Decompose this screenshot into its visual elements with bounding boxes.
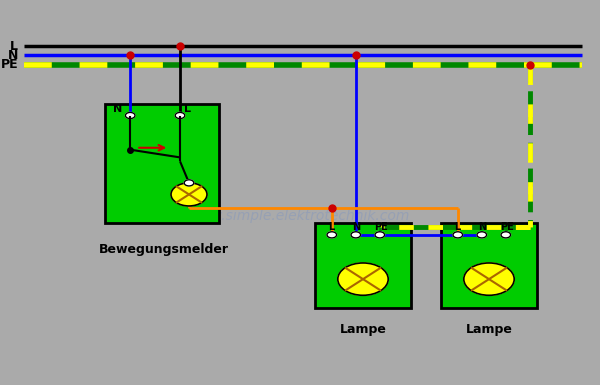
Bar	[315, 223, 411, 308]
Text: PE: PE	[374, 222, 388, 232]
Text: Lampe: Lampe	[466, 323, 512, 336]
Text: L: L	[184, 104, 191, 114]
Circle shape	[184, 180, 194, 186]
Circle shape	[125, 112, 135, 119]
Circle shape	[501, 232, 511, 238]
Text: L: L	[454, 222, 460, 232]
Text: L: L	[10, 40, 18, 53]
Text: L: L	[328, 222, 334, 232]
Circle shape	[175, 112, 185, 119]
Text: Bewegungsmelder: Bewegungsmelder	[99, 243, 229, 256]
Circle shape	[171, 183, 207, 206]
Text: www.simple.elektrotechnik.com: www.simple.elektrotechnik.com	[190, 209, 410, 223]
Text: N: N	[352, 222, 361, 232]
Circle shape	[375, 232, 385, 238]
Bar	[105, 104, 219, 223]
Text: N: N	[478, 222, 487, 232]
Circle shape	[327, 232, 337, 238]
Text: Lampe: Lampe	[340, 323, 386, 336]
Text: PE: PE	[1, 58, 18, 71]
Text: N: N	[113, 104, 122, 114]
Circle shape	[351, 232, 361, 238]
Circle shape	[338, 263, 388, 295]
Bar	[441, 223, 537, 308]
Text: PE: PE	[500, 222, 514, 232]
Circle shape	[477, 232, 487, 238]
Circle shape	[464, 263, 514, 295]
Text: N: N	[8, 49, 18, 62]
Circle shape	[453, 232, 463, 238]
